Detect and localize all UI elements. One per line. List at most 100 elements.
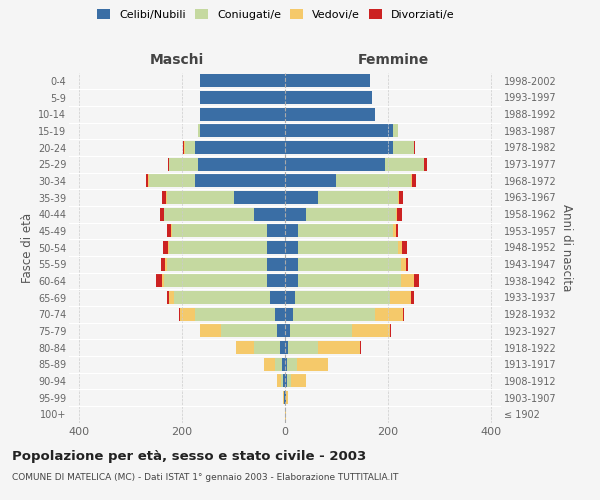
- Bar: [319, 341, 359, 354]
- Bar: [175, 291, 269, 304]
- Bar: [297, 358, 328, 370]
- Y-axis label: Fasce di età: Fasce di età: [20, 212, 34, 282]
- Bar: [200, 108, 285, 120]
- Bar: [285, 158, 385, 170]
- Bar: [160, 208, 164, 220]
- Bar: [287, 341, 319, 354]
- Bar: [283, 374, 285, 388]
- Text: Maschi: Maschi: [150, 54, 204, 68]
- Bar: [167, 191, 233, 204]
- Bar: [169, 291, 175, 304]
- Bar: [391, 291, 411, 304]
- Bar: [393, 141, 413, 154]
- Bar: [275, 308, 285, 320]
- Bar: [285, 291, 295, 304]
- Bar: [385, 158, 424, 170]
- Bar: [287, 374, 290, 388]
- Bar: [285, 74, 370, 88]
- Bar: [179, 308, 195, 320]
- Bar: [402, 241, 407, 254]
- Bar: [295, 291, 391, 304]
- Bar: [165, 258, 167, 270]
- Bar: [403, 308, 404, 320]
- Bar: [286, 391, 287, 404]
- Bar: [285, 308, 293, 320]
- Bar: [398, 241, 402, 254]
- Bar: [157, 274, 161, 287]
- Bar: [399, 191, 403, 204]
- Bar: [305, 208, 395, 220]
- Bar: [197, 158, 285, 170]
- Bar: [200, 91, 285, 104]
- Bar: [265, 358, 275, 370]
- Bar: [161, 258, 165, 270]
- Bar: [164, 274, 267, 287]
- Bar: [293, 308, 375, 320]
- Bar: [172, 224, 267, 237]
- Bar: [337, 174, 411, 188]
- Bar: [167, 258, 267, 270]
- Y-axis label: Anni di nascita: Anni di nascita: [560, 204, 574, 291]
- Bar: [401, 274, 413, 287]
- Bar: [393, 224, 395, 237]
- Bar: [285, 341, 287, 354]
- Bar: [398, 191, 399, 204]
- Bar: [411, 291, 413, 304]
- Bar: [395, 208, 397, 220]
- Bar: [277, 374, 281, 388]
- Bar: [195, 308, 275, 320]
- Bar: [254, 208, 285, 220]
- Bar: [285, 374, 287, 388]
- Bar: [221, 324, 277, 338]
- Bar: [413, 274, 419, 287]
- Bar: [161, 274, 164, 287]
- Bar: [424, 158, 427, 170]
- Bar: [236, 341, 254, 354]
- Bar: [149, 174, 195, 188]
- Bar: [254, 341, 280, 354]
- Bar: [395, 224, 398, 237]
- Bar: [285, 241, 298, 254]
- Bar: [185, 141, 195, 154]
- Bar: [290, 324, 352, 338]
- Bar: [283, 358, 285, 370]
- Bar: [298, 274, 401, 287]
- Bar: [275, 358, 283, 370]
- Bar: [267, 274, 285, 287]
- Bar: [290, 374, 306, 388]
- Bar: [267, 241, 285, 254]
- Bar: [411, 174, 412, 188]
- Bar: [169, 241, 267, 254]
- Bar: [195, 174, 285, 188]
- Bar: [298, 224, 393, 237]
- Bar: [285, 208, 305, 220]
- Bar: [200, 124, 285, 138]
- Bar: [162, 191, 166, 204]
- Bar: [359, 341, 361, 354]
- Bar: [167, 291, 169, 304]
- Bar: [285, 258, 298, 270]
- Text: Femmine: Femmine: [358, 54, 428, 68]
- Bar: [195, 141, 285, 154]
- Bar: [352, 324, 391, 338]
- Bar: [285, 124, 393, 138]
- Bar: [164, 208, 254, 220]
- Bar: [397, 208, 402, 220]
- Bar: [406, 258, 409, 270]
- Bar: [169, 158, 197, 170]
- Bar: [285, 174, 337, 188]
- Bar: [168, 158, 169, 170]
- Bar: [233, 191, 285, 204]
- Bar: [183, 141, 184, 154]
- Bar: [277, 324, 285, 338]
- Bar: [285, 324, 290, 338]
- Bar: [285, 91, 373, 104]
- Bar: [197, 124, 200, 138]
- Bar: [285, 274, 298, 287]
- Bar: [298, 241, 398, 254]
- Bar: [412, 174, 416, 188]
- Bar: [200, 324, 221, 338]
- Bar: [281, 374, 283, 388]
- Bar: [267, 224, 285, 237]
- Bar: [393, 124, 398, 138]
